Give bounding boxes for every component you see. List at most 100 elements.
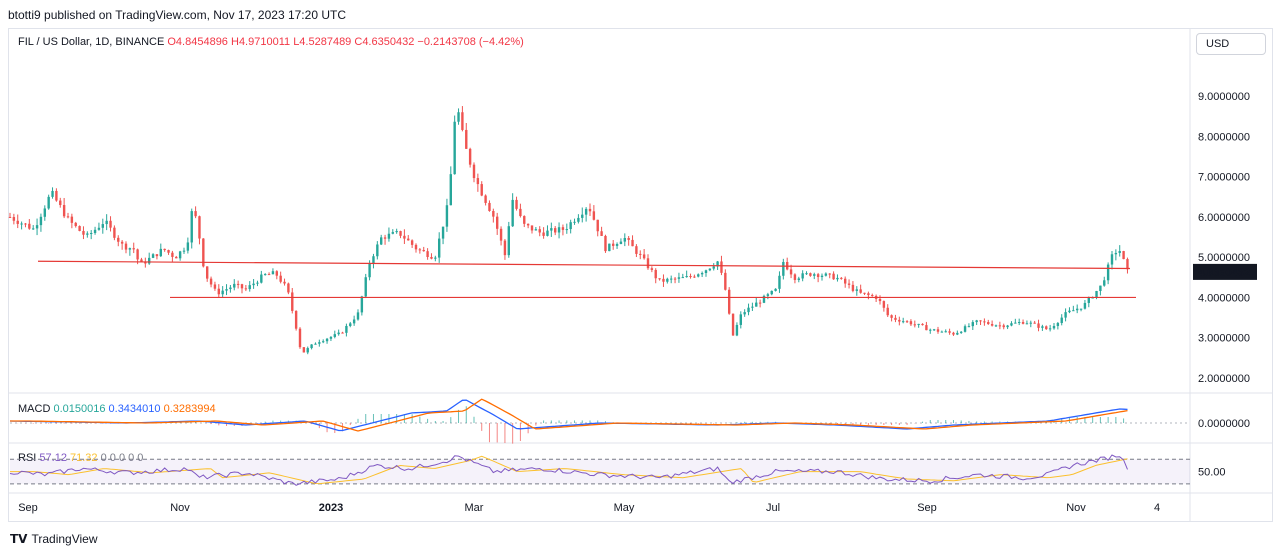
candle-body [666, 278, 669, 282]
candle-body [1041, 326, 1044, 328]
candle-body [507, 226, 510, 256]
resistance-line-upper [37, 260, 1131, 270]
candle-body [611, 243, 615, 246]
candle-body [271, 271, 275, 275]
candle-body [445, 205, 449, 227]
candle-body [256, 282, 259, 284]
x-tick-label: Mar [465, 502, 484, 514]
candle-body [569, 222, 572, 230]
candle-body [990, 324, 994, 326]
candle-body [1106, 264, 1110, 281]
candle-body [1010, 323, 1013, 326]
x-tick-label: 4 [1154, 502, 1160, 514]
candle-body [279, 275, 282, 282]
price-tick-label: 7.0000000 [1198, 172, 1250, 184]
candle-body [650, 268, 654, 270]
candle-body [1114, 252, 1118, 255]
candle-body [573, 221, 576, 223]
candle-body [685, 276, 688, 278]
candle-body [546, 230, 549, 236]
candle-body [1072, 310, 1075, 312]
candle-body [136, 249, 139, 260]
candle-body [499, 228, 503, 241]
rsi-label: RSI [18, 452, 37, 464]
candle-body [550, 228, 553, 231]
candle-body [229, 287, 232, 290]
candle-body [561, 227, 565, 230]
candle-body [120, 241, 124, 244]
candle-body [410, 240, 414, 245]
candle-body [553, 228, 557, 233]
symbol-name: FIL / US Dollar, 1D, BINANCE [18, 36, 165, 48]
candle-body [588, 208, 592, 212]
candle-body [623, 238, 626, 242]
candle-body [983, 321, 986, 323]
candle-body [178, 251, 182, 259]
candle-body [859, 289, 862, 293]
candle-body [565, 229, 568, 231]
candle-body [480, 184, 483, 196]
candle-body [755, 302, 758, 307]
ohlc-open: O4.8454896 [167, 36, 228, 48]
candle-body [360, 296, 364, 313]
candle-body [1064, 312, 1067, 318]
candle-body [836, 277, 839, 280]
candle-body [213, 284, 217, 289]
candle-body [925, 325, 928, 331]
candle-body [175, 256, 178, 259]
candle-body [465, 129, 468, 149]
candle-body [194, 211, 197, 217]
tradingview-logo-icon: 𝗧𝗩 [10, 532, 28, 546]
candle-body [1025, 323, 1029, 325]
candle-body [488, 202, 491, 211]
candle-body [495, 216, 499, 229]
candle-body [147, 257, 151, 264]
candle-body [662, 278, 665, 282]
candle-body [716, 261, 719, 267]
x-tick-label: Jul [766, 502, 780, 514]
candle-body [952, 332, 955, 335]
candle-body [86, 233, 89, 235]
price-tick-label: 3.0000000 [1198, 333, 1250, 345]
candle-body [283, 281, 286, 284]
currency-button[interactable]: USD [1196, 33, 1266, 55]
candle-body [159, 248, 162, 257]
candle-body [113, 227, 116, 238]
candle-body [905, 321, 909, 323]
candle-body [376, 244, 379, 257]
candle-body [302, 347, 306, 353]
candle-body [263, 274, 267, 276]
candle-body [453, 121, 456, 175]
candle-body [1110, 254, 1114, 265]
candle-body [809, 273, 812, 276]
candle-body [882, 301, 886, 308]
candle-body [503, 240, 507, 256]
candle-body [577, 217, 580, 222]
candle-body [182, 250, 186, 252]
candle-body [333, 334, 336, 337]
candle-body [399, 231, 402, 236]
candle-body [16, 220, 19, 224]
candle-body [468, 148, 472, 165]
candle-body [998, 325, 1002, 327]
candle-body [766, 294, 770, 296]
candle-body [1095, 290, 1098, 298]
candle-body [310, 344, 313, 349]
ohlc-close: C4.6350432 [354, 36, 415, 48]
candle-body [863, 292, 866, 294]
candle-body [534, 229, 538, 231]
candle-body [221, 290, 224, 295]
candle-body [414, 244, 418, 250]
candle-body [167, 250, 170, 253]
candle-body [244, 288, 248, 290]
macd-label: MACD [18, 403, 51, 415]
candle-body [793, 274, 797, 280]
candle-body [1126, 259, 1129, 270]
price-tick-label: 2.0000000 [1198, 373, 1250, 385]
candle-body [1014, 322, 1017, 324]
candle-body [971, 322, 974, 327]
candle-body [1079, 308, 1083, 310]
candle-body [782, 261, 785, 276]
candle-body [932, 329, 936, 331]
